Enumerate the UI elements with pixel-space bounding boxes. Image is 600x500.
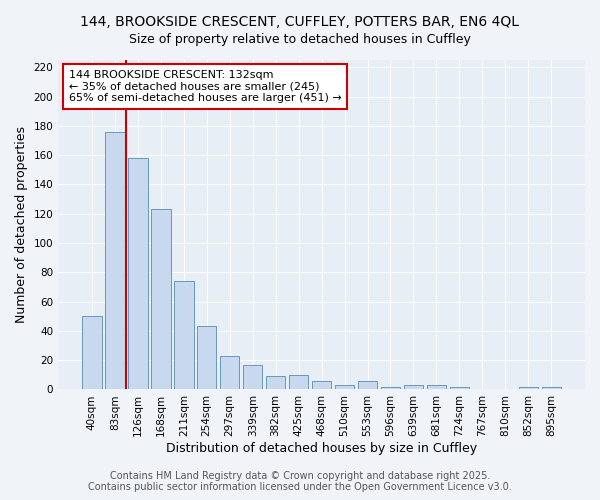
Text: Size of property relative to detached houses in Cuffley: Size of property relative to detached ho… [129, 32, 471, 46]
Y-axis label: Number of detached properties: Number of detached properties [15, 126, 28, 323]
Bar [174, 281, 194, 390]
Bar [105, 132, 125, 390]
Bar [128, 158, 148, 390]
Bar [449, 386, 469, 390]
Bar [266, 376, 286, 390]
X-axis label: Distribution of detached houses by size in Cuffley: Distribution of detached houses by size … [166, 442, 477, 455]
Bar [404, 385, 423, 390]
Bar [335, 385, 355, 390]
Bar [243, 364, 262, 390]
Text: Contains HM Land Registry data © Crown copyright and database right 2025.
Contai: Contains HM Land Registry data © Crown c… [88, 471, 512, 492]
Bar [220, 356, 239, 390]
Bar [151, 210, 170, 390]
Bar [289, 375, 308, 390]
Bar [358, 380, 377, 390]
Text: 144 BROOKSIDE CRESCENT: 132sqm
← 35% of detached houses are smaller (245)
65% of: 144 BROOKSIDE CRESCENT: 132sqm ← 35% of … [69, 70, 341, 103]
Bar [197, 326, 217, 390]
Bar [427, 385, 446, 390]
Bar [312, 380, 331, 390]
Bar [542, 386, 561, 390]
Bar [82, 316, 101, 390]
Bar [381, 386, 400, 390]
Bar [518, 386, 538, 390]
Text: 144, BROOKSIDE CRESCENT, CUFFLEY, POTTERS BAR, EN6 4QL: 144, BROOKSIDE CRESCENT, CUFFLEY, POTTER… [80, 15, 520, 29]
